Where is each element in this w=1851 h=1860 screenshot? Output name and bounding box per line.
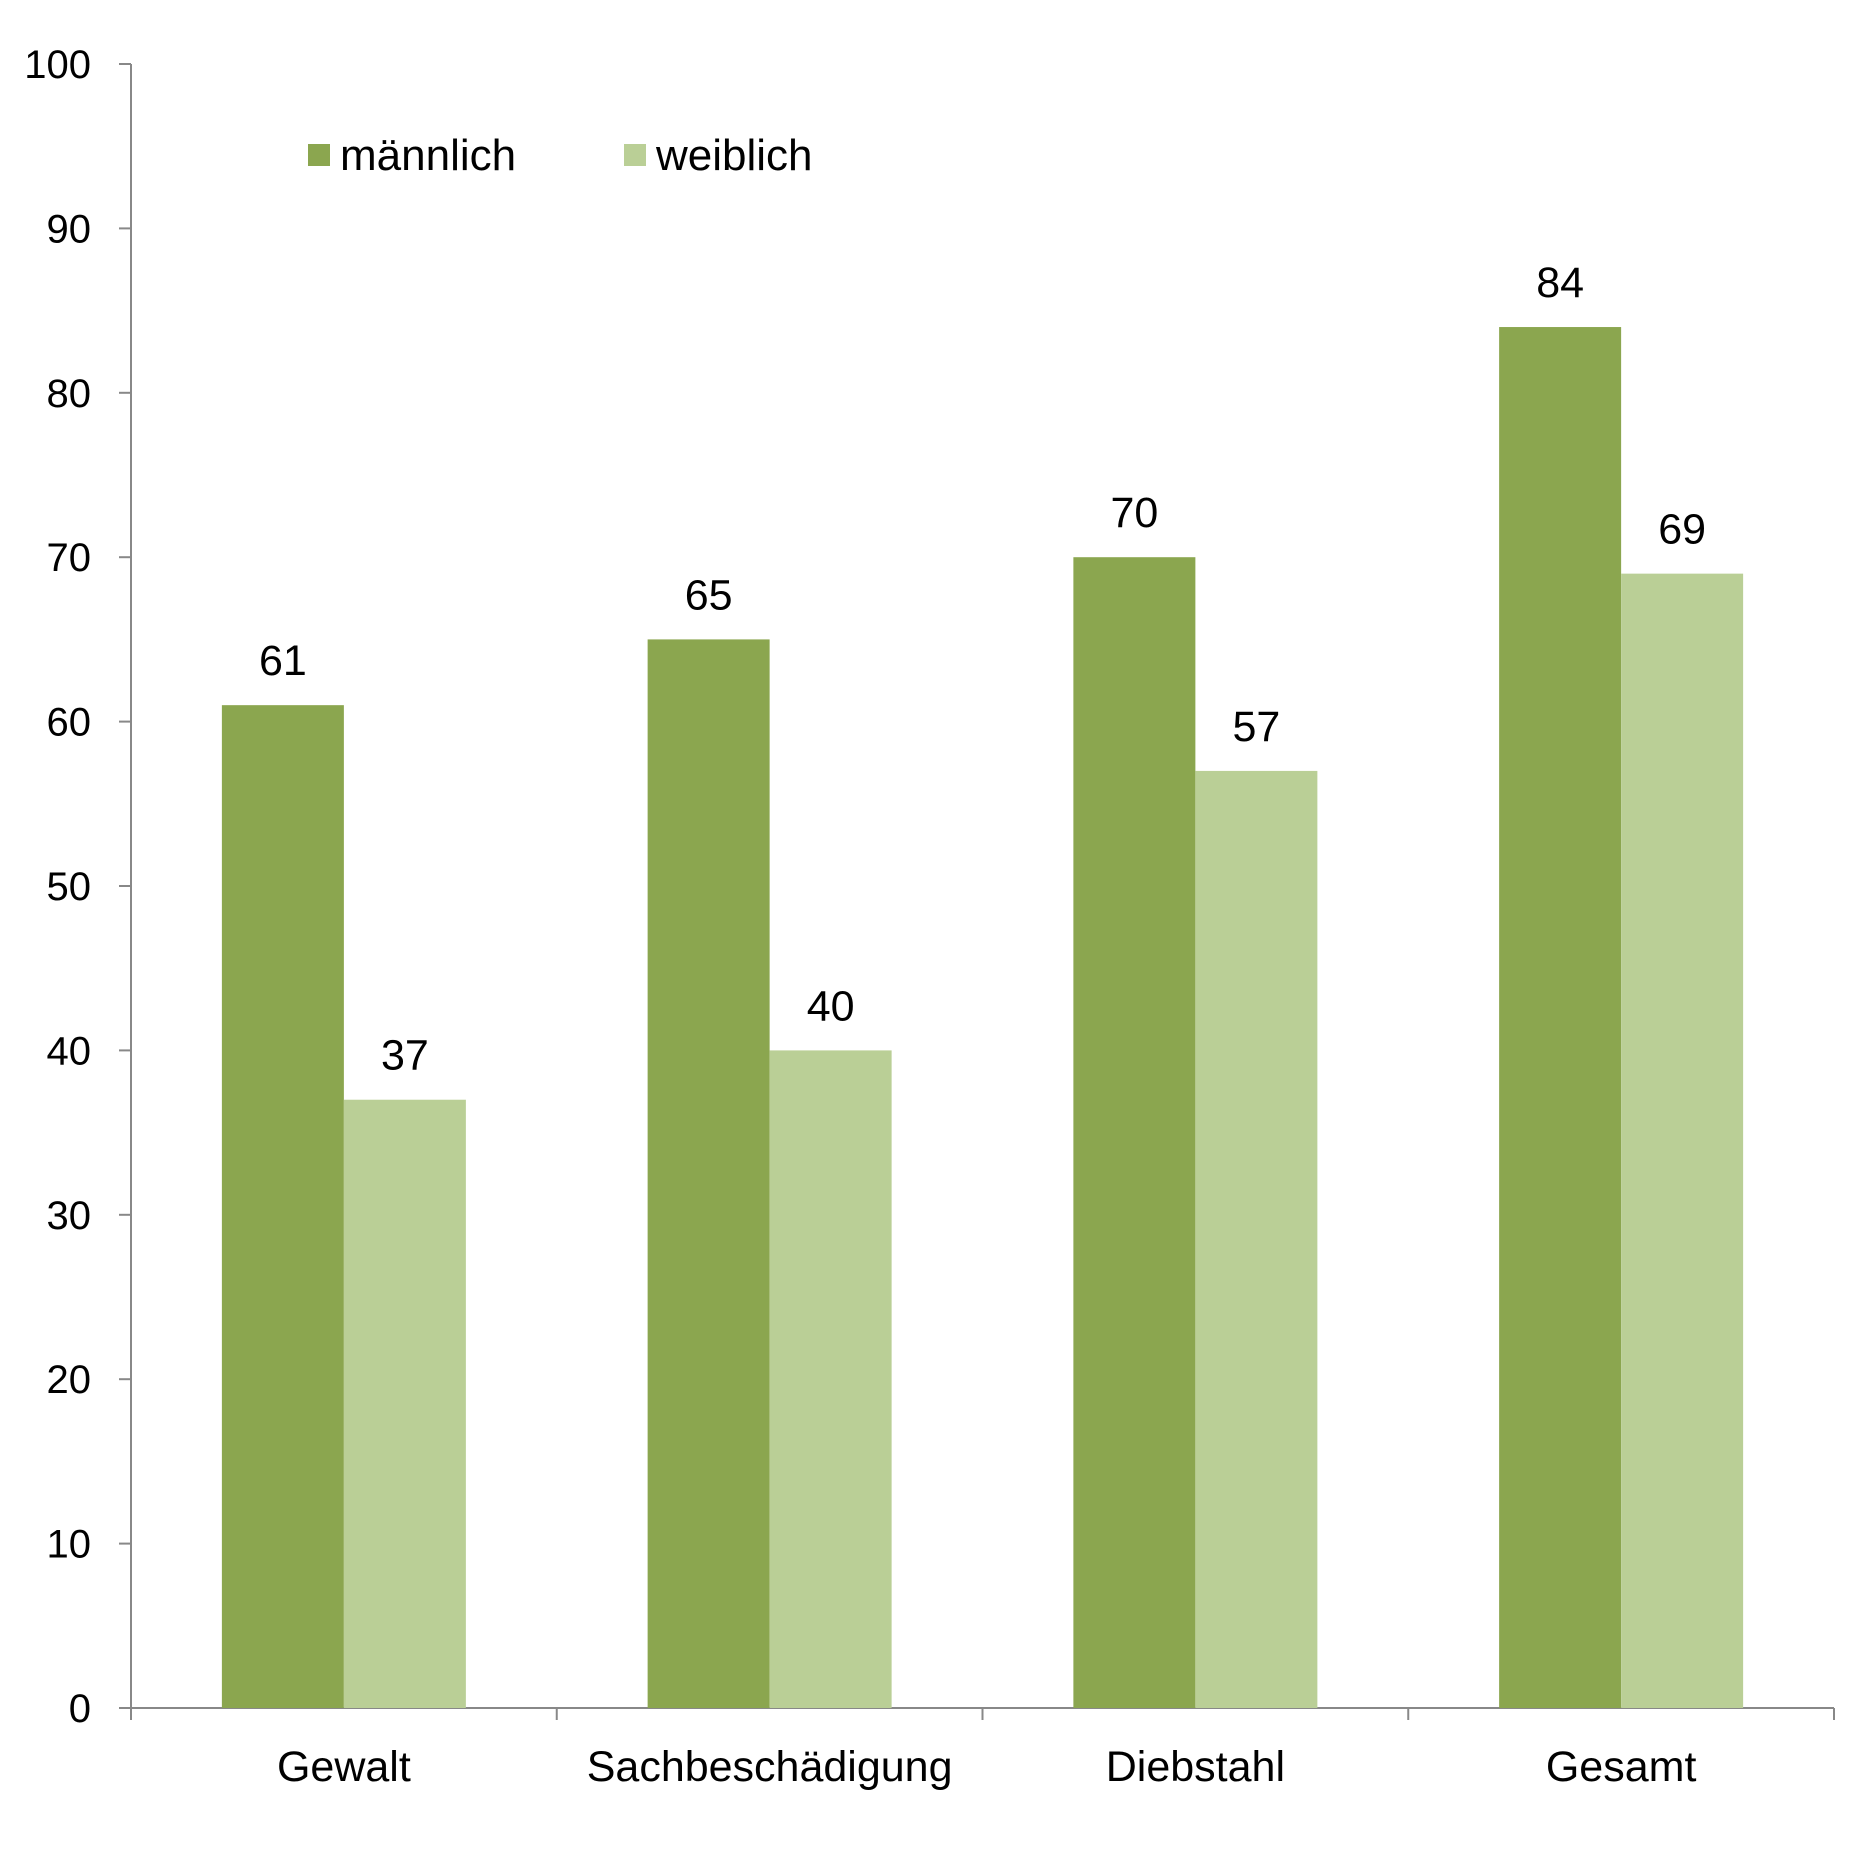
data-labels: 61 65 70 84 37 40 57 69 bbox=[259, 259, 1706, 1080]
x-category-label: Gesamt bbox=[1546, 1743, 1697, 1791]
legend-swatch bbox=[624, 144, 646, 166]
x-category-label: Diebstahl bbox=[1106, 1743, 1285, 1791]
bar bbox=[1499, 327, 1622, 1708]
bar bbox=[647, 639, 770, 1708]
data-label: 84 bbox=[1536, 259, 1584, 307]
bar bbox=[1195, 770, 1318, 1708]
y-tick-label: 90 bbox=[47, 207, 92, 251]
data-label: 40 bbox=[807, 982, 855, 1030]
y-tick-label: 80 bbox=[47, 372, 92, 416]
data-label: 61 bbox=[259, 637, 307, 685]
y-tick-label: 20 bbox=[47, 1358, 92, 1402]
y-tick-label: 0 bbox=[69, 1687, 91, 1731]
bar bbox=[1073, 557, 1196, 1709]
x-category-label: Sachbeschädigung bbox=[587, 1743, 953, 1791]
y-axis: 0 10 20 30 40 50 60 70 80 90 100 bbox=[24, 43, 132, 1731]
bar bbox=[769, 1050, 892, 1708]
y-tick-label: 50 bbox=[47, 865, 92, 909]
bar bbox=[343, 1099, 466, 1708]
legend: männlich weiblich bbox=[308, 131, 813, 180]
y-tick-label: 40 bbox=[47, 1029, 92, 1073]
legend-label: männlich bbox=[340, 131, 516, 180]
y-tick-label: 100 bbox=[24, 43, 91, 87]
data-label: 65 bbox=[685, 571, 733, 619]
data-label: 37 bbox=[381, 1032, 429, 1080]
y-tick-label: 10 bbox=[47, 1523, 92, 1567]
data-label: 69 bbox=[1658, 506, 1706, 554]
data-label: 70 bbox=[1110, 489, 1158, 537]
y-tick-label: 70 bbox=[47, 536, 92, 580]
y-tick-label: 60 bbox=[47, 701, 92, 745]
x-axis: Gewalt Sachbeschädigung Diebstahl Gesamt bbox=[130, 1707, 1835, 1791]
legend-swatch bbox=[308, 144, 330, 166]
y-tick-label: 30 bbox=[47, 1194, 92, 1238]
bar bbox=[1621, 573, 1744, 1708]
data-label: 57 bbox=[1232, 703, 1280, 751]
x-category-label: Gewalt bbox=[277, 1743, 411, 1791]
bar bbox=[221, 705, 344, 1708]
legend-label: weiblich bbox=[655, 131, 813, 180]
bars bbox=[221, 327, 1744, 1709]
